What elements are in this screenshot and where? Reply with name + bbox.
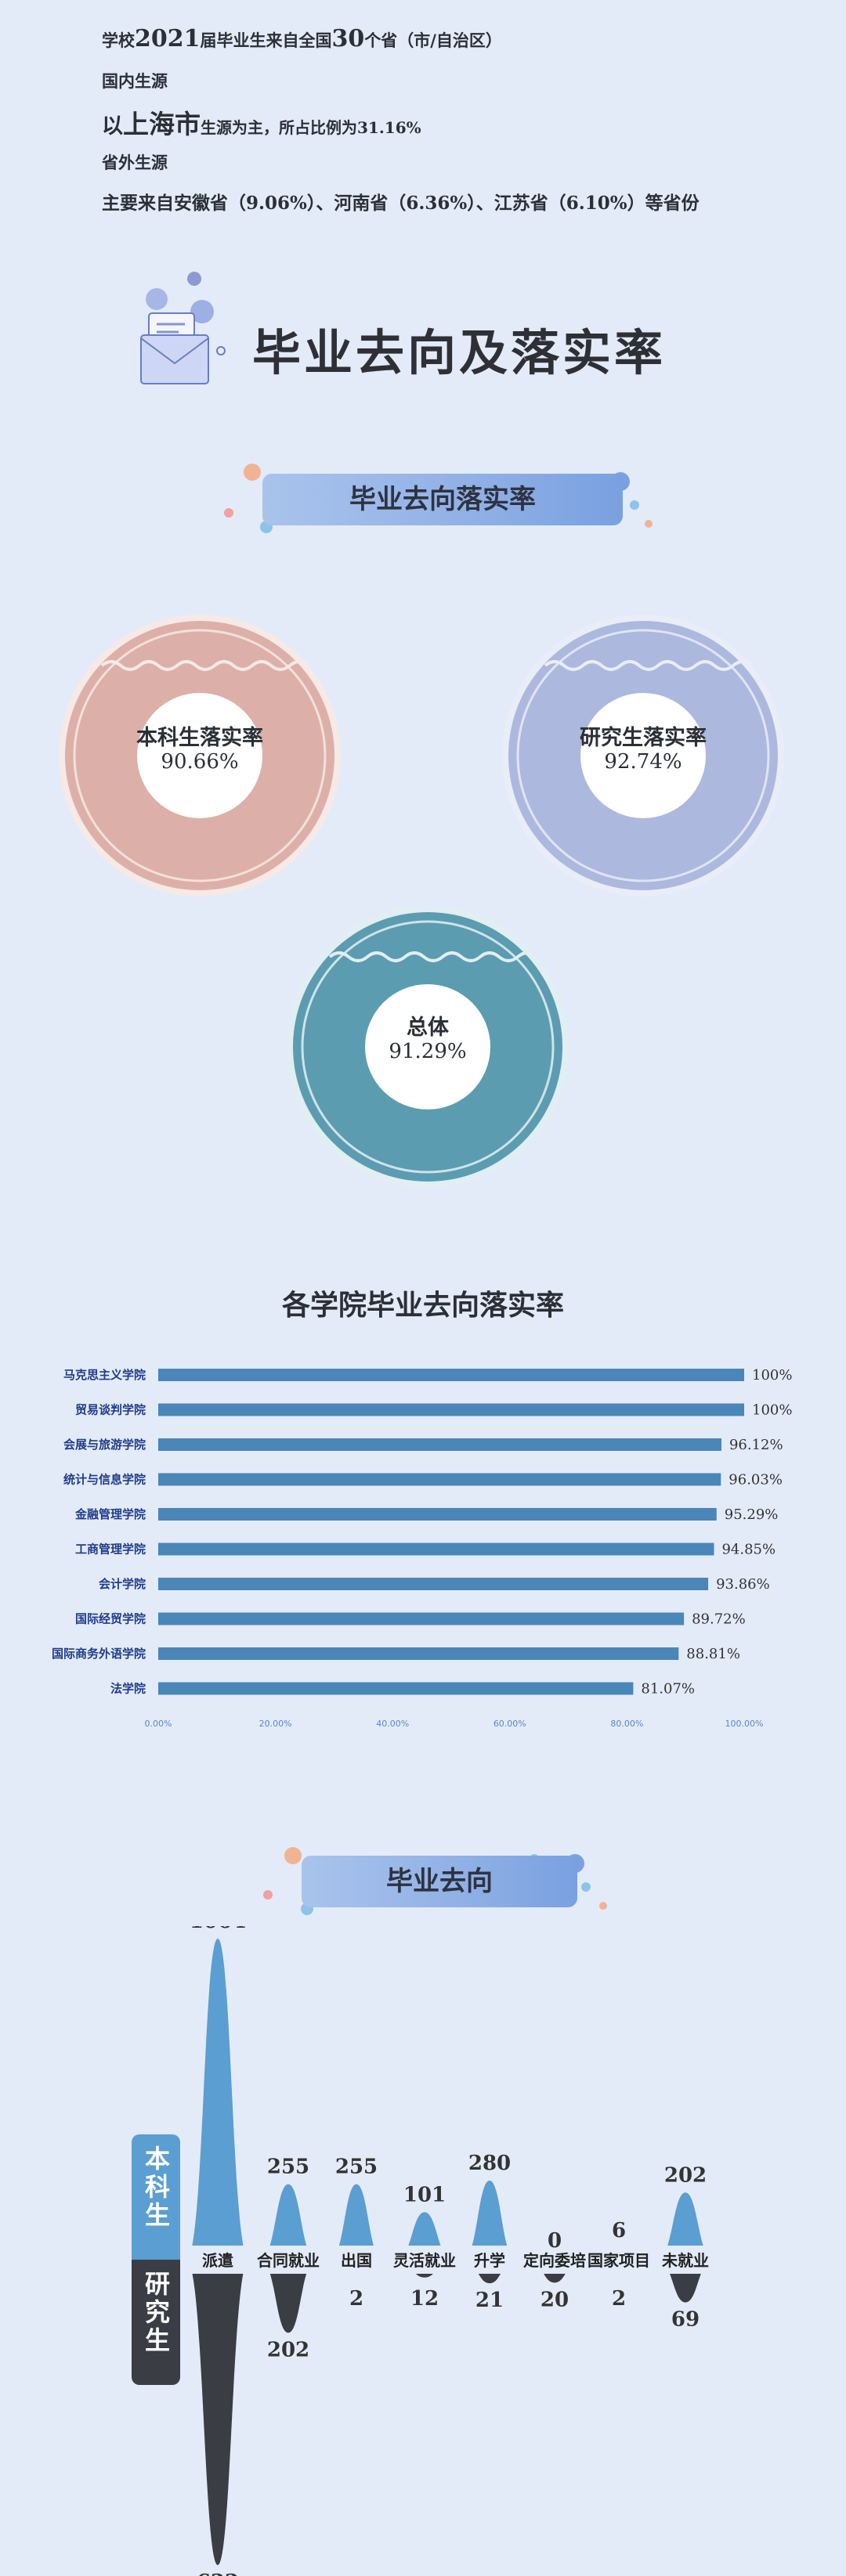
destination-value-grad: 2 bbox=[612, 2287, 626, 2311]
donut-overall bbox=[287, 906, 569, 1188]
donut-overall-value: 91.29% bbox=[389, 1040, 467, 1063]
bar bbox=[158, 1508, 717, 1521]
destination-shape bbox=[463, 2181, 516, 2260]
bar bbox=[158, 1473, 721, 1486]
destination-category-label: 国家项目 bbox=[588, 2251, 650, 2270]
destination-category: 派遣 bbox=[183, 2246, 252, 2274]
destination-category: 国家项目 bbox=[588, 2246, 650, 2274]
destination-category: 未就业 bbox=[654, 2246, 717, 2274]
bar-tick-label: 0.00% bbox=[145, 1719, 172, 1729]
destination-value-grad: 202 bbox=[267, 2338, 309, 2361]
destination-category: 灵活就业 bbox=[393, 2246, 456, 2274]
bar-tick-label: 100.00% bbox=[725, 1719, 764, 1729]
destination-category: 合同就业 bbox=[257, 2246, 320, 2274]
section-title: 毕业去向及落实率 bbox=[252, 324, 667, 381]
college-bar-chart: 马克思主义学院 100% 贸易谈判学院 100% 会展与旅游学院 96.12% 统计与信息学… bbox=[52, 1367, 792, 1729]
donut-grad-value: 92.74% bbox=[604, 750, 682, 774]
bar-category-label: 贸易谈判学院 bbox=[75, 1403, 146, 1417]
destination-shape bbox=[330, 2184, 383, 2260]
bar-value-label: 89.72% bbox=[692, 1611, 746, 1628]
destination-category-label: 合同就业 bbox=[257, 2251, 320, 2270]
bar-value-label: 88.81% bbox=[686, 1646, 740, 1662]
domestic-text: 以上海市生源为主，所占比例为31.16% bbox=[102, 109, 421, 139]
bar-value-label: 96.03% bbox=[728, 1472, 783, 1488]
bar-value-label: 94.85% bbox=[721, 1542, 776, 1558]
bar-category-label: 金融管理学院 bbox=[74, 1507, 146, 1521]
bar-category-label: 国际经贸学院 bbox=[75, 1612, 146, 1626]
donut-undergrad bbox=[59, 615, 341, 897]
bar-category-label: 国际商务外语学院 bbox=[52, 1647, 146, 1661]
destination-value-grad: 20 bbox=[540, 2288, 569, 2311]
bar-tick-label: 20.00% bbox=[259, 1719, 292, 1729]
bar bbox=[158, 1682, 634, 1695]
destination-value-undergrad: 1064 bbox=[190, 1926, 246, 1933]
donut-overall-label: 总体 bbox=[407, 1016, 449, 1040]
bar-category-label: 会展与旅游学院 bbox=[63, 1438, 146, 1452]
destination-category-label: 派遣 bbox=[202, 2251, 233, 2270]
bar-tick-label: 40.00% bbox=[376, 1719, 409, 1729]
destination-category-label: 未就业 bbox=[662, 2251, 709, 2270]
bar-category-label: 工商管理学院 bbox=[75, 1542, 146, 1557]
destination-category: 出国 bbox=[327, 2246, 386, 2274]
destination-category: 升学 bbox=[460, 2246, 519, 2274]
bar-value-label: 96.12% bbox=[729, 1437, 783, 1453]
bar-category-label: 马克思主义学院 bbox=[63, 1368, 146, 1382]
bar bbox=[158, 1403, 744, 1416]
destination-shape bbox=[186, 1939, 249, 2260]
destination-value-grad: 12 bbox=[410, 2287, 439, 2311]
bar-category-label: 法学院 bbox=[110, 1682, 146, 1696]
bar-tick-label: 80.00% bbox=[610, 1719, 643, 1729]
bar-value-label: 81.07% bbox=[641, 1681, 695, 1697]
destination-shape bbox=[657, 2192, 714, 2260]
destination-value-undergrad: 280 bbox=[468, 2152, 511, 2175]
destination-value-grad: 21 bbox=[475, 2289, 504, 2312]
bar-value-label: 95.29% bbox=[725, 1506, 779, 1523]
bar bbox=[158, 1612, 685, 1625]
ribbon-title-2: 毕业去向 bbox=[302, 1856, 577, 1907]
legend-undergrad: 本科生 bbox=[132, 2134, 180, 2260]
destination-value-grad: 2 bbox=[349, 2287, 363, 2311]
legend-grad: 研究生 bbox=[132, 2260, 180, 2385]
destination-value-undergrad: 101 bbox=[403, 2183, 446, 2206]
destination-category: 定向委培 bbox=[523, 2246, 586, 2274]
envelope-icon bbox=[140, 272, 226, 384]
bar-value-label: 100% bbox=[752, 1367, 792, 1384]
destination-shape bbox=[260, 2260, 316, 2333]
destination-chart: 派遣1064622合同就业255202出国2552灵活就业10112升学2802… bbox=[183, 1926, 717, 2576]
bar bbox=[158, 1438, 721, 1451]
destination-shape bbox=[186, 2260, 249, 2565]
destination-category-label: 出国 bbox=[341, 2251, 372, 2270]
ribbon-title-1: 毕业去向落实率 bbox=[262, 474, 623, 525]
destination-value-grad: 69 bbox=[671, 2308, 700, 2332]
donut-undergrad-value: 90.66% bbox=[161, 750, 239, 774]
intro-line-1: 学校2021届毕业生来自全国30个省（市/自治区） bbox=[102, 25, 502, 52]
bar-chart-title: 各学院毕业去向落实率 bbox=[281, 1289, 564, 1322]
bar-tick-label: 60.00% bbox=[494, 1719, 526, 1729]
destination-category-label: 定向委培 bbox=[523, 2251, 586, 2270]
bar bbox=[158, 1578, 709, 1590]
destination-value-undergrad: 0 bbox=[548, 2229, 562, 2253]
bar bbox=[158, 1369, 744, 1381]
domestic-label: 国内生源 bbox=[102, 71, 168, 91]
destination-value-undergrad: 255 bbox=[335, 2156, 378, 2179]
destination-value-grad: 622 bbox=[197, 2571, 239, 2576]
destination-value-undergrad: 255 bbox=[267, 2156, 309, 2179]
destination-shape bbox=[260, 2184, 316, 2260]
donut-grad-label: 研究生落实率 bbox=[580, 726, 707, 750]
bar-category-label: 统计与信息学院 bbox=[63, 1473, 146, 1487]
bar-value-label: 93.86% bbox=[716, 1576, 770, 1593]
donut-undergrad-label: 本科生落实率 bbox=[136, 726, 263, 750]
bar bbox=[158, 1647, 679, 1660]
outside-label: 省外生源 bbox=[102, 153, 168, 172]
destination-value-undergrad: 202 bbox=[664, 2163, 707, 2187]
destination-value-undergrad: 6 bbox=[612, 2219, 626, 2242]
bar-category-label: 会计学院 bbox=[99, 1577, 146, 1591]
outside-text: 主要来自安徽省（9.06%）、河南省（6.36%）、江苏省（6.10%）等省份 bbox=[102, 193, 700, 214]
bar-value-label: 100% bbox=[752, 1402, 792, 1419]
destination-category-label: 升学 bbox=[474, 2251, 505, 2270]
bar bbox=[158, 1542, 714, 1556]
donut-grad bbox=[502, 615, 784, 897]
destination-category-label: 灵活就业 bbox=[393, 2251, 456, 2270]
